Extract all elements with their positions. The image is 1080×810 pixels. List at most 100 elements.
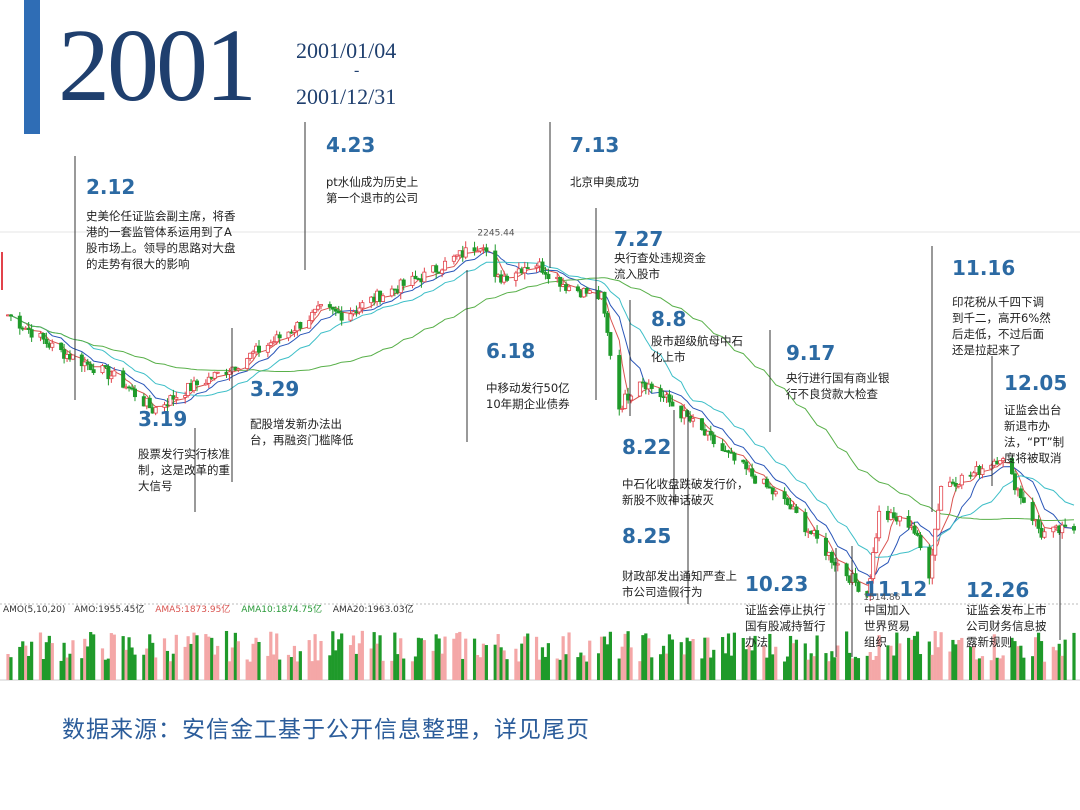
candle (1012, 470, 1017, 495)
event-text: 世界贸易 (864, 619, 910, 633)
volume-bar (168, 661, 173, 680)
volume-bar (1001, 655, 1005, 680)
candle (711, 431, 716, 448)
event-text: 市公司造假行为 (622, 585, 703, 599)
candle (103, 365, 108, 369)
candle-body (336, 310, 341, 314)
candle (484, 243, 489, 257)
volume-bar (868, 652, 872, 680)
volume-bar (174, 634, 178, 680)
candle-body (912, 525, 917, 534)
candle (298, 321, 303, 332)
candle (109, 370, 114, 383)
candle (121, 367, 126, 389)
volume-bar (691, 639, 695, 680)
volume-bar (313, 634, 317, 680)
event-date: 4.23 (326, 133, 375, 157)
volume-bar (638, 661, 642, 680)
candle (685, 408, 690, 417)
volume-bar (493, 644, 497, 680)
candle (513, 270, 518, 287)
candle-body (767, 486, 772, 489)
volume-legend-ama10: AMA10:1874.75亿 (241, 603, 322, 615)
candle (856, 580, 861, 593)
volume-bar (951, 639, 955, 680)
volume-bar (59, 660, 63, 680)
candle (871, 547, 876, 584)
candle-body (815, 530, 820, 539)
volume-bar (721, 637, 725, 680)
candle-body (933, 528, 938, 556)
event-date: 9.17 (786, 341, 835, 365)
volume-bar (768, 633, 772, 680)
candle-body (330, 306, 335, 310)
candle (319, 304, 324, 310)
volume-bar (1019, 645, 1023, 680)
candle (637, 381, 642, 397)
event-7-13: 7.13 北京申奥成功 (570, 133, 639, 189)
volume-bar (771, 654, 775, 680)
candle-body (422, 271, 427, 283)
volume-bar (360, 630, 364, 680)
event-text: 组织 (864, 635, 887, 649)
volume-bar (216, 645, 220, 680)
volume-bar (520, 643, 524, 680)
candle (251, 349, 256, 359)
volume-bar (650, 657, 654, 680)
volume-bar (912, 635, 917, 680)
date-range-start: 2001/01/04 (296, 38, 397, 63)
volume-legend-ama20: AMA20:1963.03亿 (333, 603, 414, 615)
candle (699, 418, 704, 432)
volume-bar (523, 636, 527, 680)
volume-bar (121, 636, 125, 680)
candle (357, 302, 362, 315)
candle (130, 384, 135, 391)
event-text: 印花税从千四下调 (952, 295, 1044, 309)
volume-bar (658, 654, 663, 680)
candle (112, 367, 117, 377)
candle (732, 451, 737, 465)
volume-bar (1054, 650, 1058, 680)
event-date: 2.12 (86, 175, 135, 199)
volume-bar (484, 645, 488, 680)
volume-bar (747, 645, 751, 680)
candle-body (868, 578, 873, 597)
candle (785, 497, 790, 506)
volume-bar (65, 657, 69, 680)
volume-bar (803, 643, 807, 680)
candle (44, 332, 49, 348)
volume-bar (661, 645, 666, 680)
candle (212, 371, 217, 381)
volume-bar (644, 633, 648, 680)
candle (829, 550, 834, 569)
event-date: 6.18 (486, 339, 535, 363)
candle (194, 378, 199, 392)
volume-bar (189, 643, 193, 680)
candle-body (525, 267, 530, 269)
candle-body (227, 371, 232, 375)
volume-bar (319, 640, 323, 680)
volume-legend-amo-value: AMO:1955.45亿 (74, 603, 144, 615)
candle-body (794, 506, 799, 513)
candle-body (389, 288, 394, 297)
volume-bar (907, 637, 911, 680)
volume-bar (248, 661, 252, 680)
candle-body (629, 395, 634, 401)
candle-body (540, 261, 545, 273)
volume-bar (378, 635, 382, 680)
candle-body (310, 311, 315, 321)
volume-bar (464, 638, 468, 680)
candle (794, 504, 799, 514)
volume-bar (700, 658, 704, 680)
candle (691, 414, 696, 428)
candle-body (522, 267, 527, 274)
candle (271, 336, 276, 345)
candle (891, 507, 896, 520)
candle (720, 439, 725, 452)
event-leader-lines (74, 122, 1061, 657)
volume-bar (452, 638, 456, 680)
event-date: 3.29 (250, 377, 299, 401)
volume-bar (266, 655, 270, 680)
data-source-note: 数据来源：安信金工基于公开信息整理，详见尾页 (62, 717, 590, 743)
volume-bar (307, 640, 311, 680)
